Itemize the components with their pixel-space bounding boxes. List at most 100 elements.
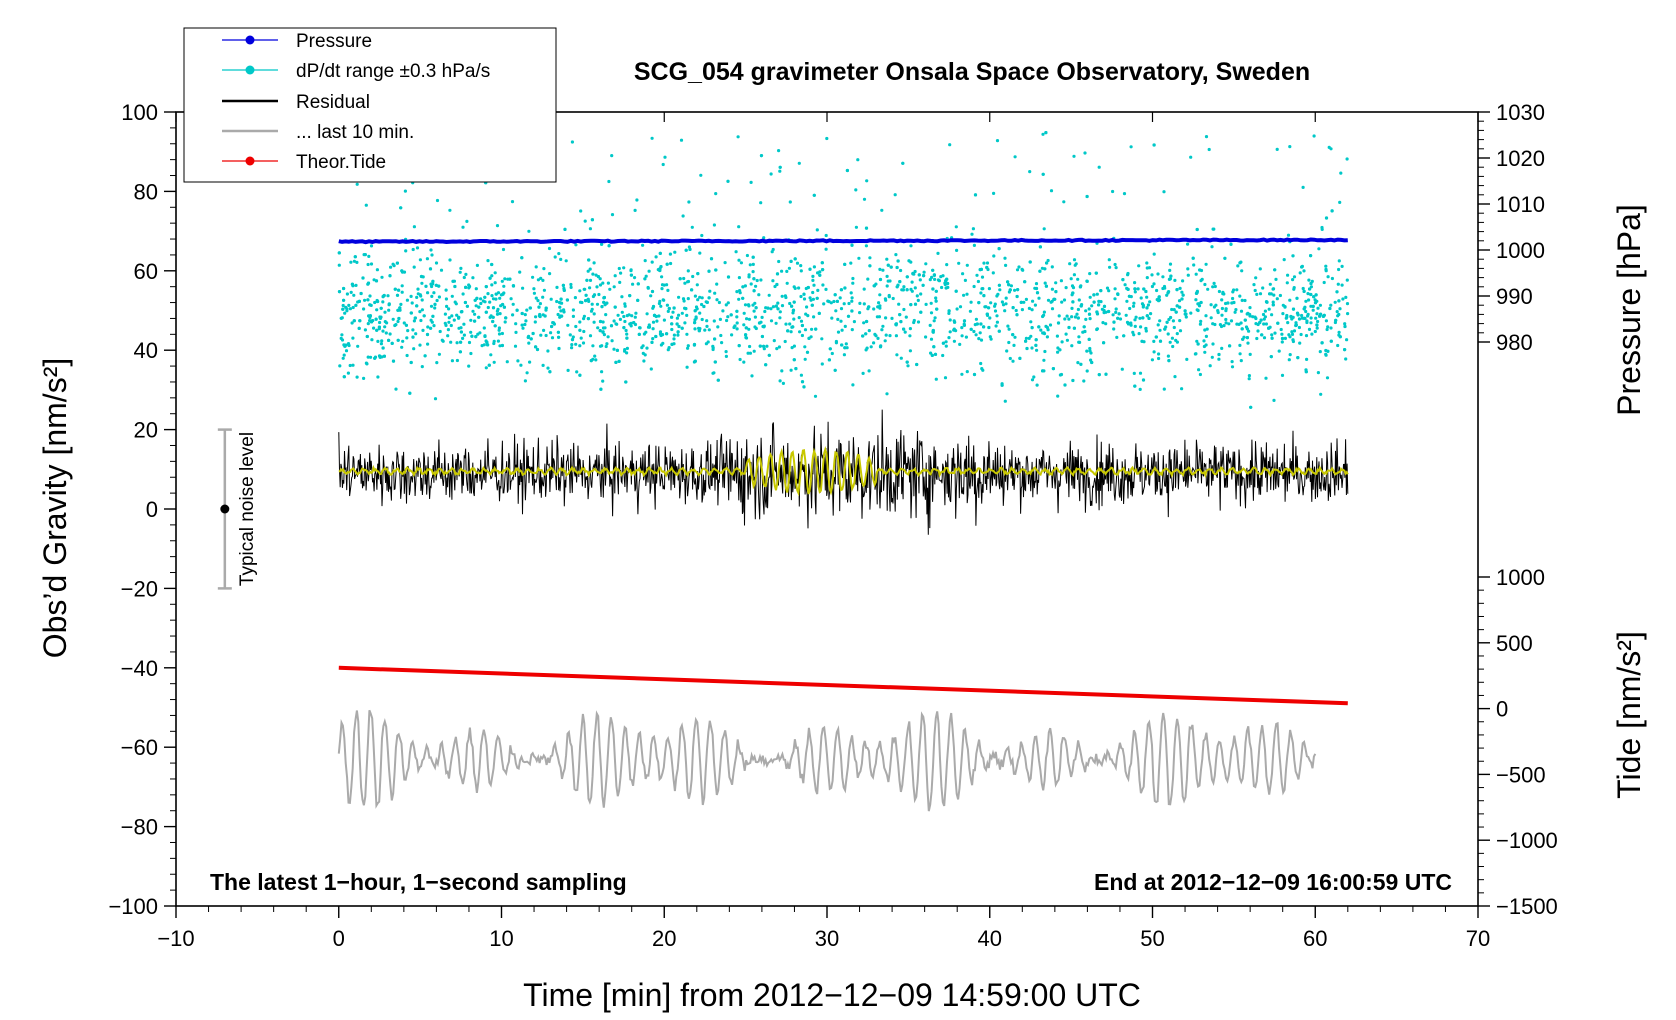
dpdt-point	[612, 347, 616, 351]
dpdt-point	[1000, 383, 1004, 387]
dpdt-point	[1185, 357, 1189, 361]
dpdt-point	[348, 363, 352, 368]
dpdt-point	[503, 320, 507, 324]
dpdt-point	[625, 336, 629, 340]
dpdt-point	[511, 302, 515, 306]
dpdt-point	[1114, 266, 1118, 270]
dpdt-point	[1095, 292, 1099, 296]
dpdt-point	[979, 322, 983, 326]
dpdt-point	[1181, 279, 1185, 283]
dpdt-point	[566, 323, 570, 327]
dpdt-point	[1145, 295, 1149, 299]
dpdt-point	[624, 380, 628, 384]
dpdt-point	[538, 314, 542, 319]
dpdt-point	[985, 265, 989, 270]
dpdt-point	[500, 279, 504, 283]
dpdt-point	[1004, 296, 1008, 300]
dpdt-point	[560, 314, 564, 318]
dpdt-point	[475, 263, 479, 267]
dpdt-point	[822, 302, 826, 306]
dpdt-point	[753, 325, 757, 329]
dpdt-point	[420, 298, 424, 302]
dpdt-point	[682, 276, 686, 281]
dpdt-point	[1133, 318, 1137, 322]
dpdt-point	[1044, 284, 1048, 288]
dpdt-point	[412, 319, 416, 323]
dpdt-point	[1246, 341, 1250, 345]
dpdt-point	[1152, 350, 1156, 354]
dpdt-point	[462, 322, 466, 326]
dpdt-point	[811, 297, 816, 301]
dpdt-point	[601, 330, 605, 334]
dpdt-point	[527, 341, 531, 345]
dpdt-point	[383, 310, 387, 314]
dpdt-point	[672, 333, 677, 337]
dpdt-point	[500, 343, 504, 348]
dpdt-point	[1134, 315, 1138, 319]
y-left-tick-label: −100	[108, 894, 158, 919]
dpdt-point	[774, 304, 778, 308]
dpdt-point	[616, 313, 620, 317]
dpdt-point	[885, 257, 889, 261]
dpdt-point	[909, 303, 913, 307]
dpdt-point	[411, 247, 415, 252]
dpdt-point	[531, 275, 535, 279]
dpdt-point	[705, 319, 709, 323]
dpdt-point	[1227, 322, 1231, 326]
dpdt-point	[484, 285, 488, 289]
dpdt-point	[978, 331, 982, 335]
dpdt-point	[843, 262, 847, 266]
dpdt-point	[820, 362, 824, 366]
dpdt-point	[1307, 278, 1311, 282]
dpdt-point	[350, 321, 354, 325]
dpdt-point	[947, 311, 951, 315]
dpdt-point	[1309, 316, 1313, 320]
dpdt-point	[1258, 321, 1262, 325]
dpdt-point	[771, 279, 775, 283]
dpdt-point	[1322, 280, 1326, 285]
dpdt-point	[1107, 309, 1111, 314]
dpdt-point	[604, 344, 608, 349]
dpdt-point	[1085, 194, 1089, 199]
y-left-tick-label: 20	[134, 418, 158, 443]
dpdt-point	[746, 303, 751, 307]
dpdt-point	[523, 322, 527, 327]
dpdt-point	[1311, 308, 1315, 312]
dpdt-point	[1202, 344, 1206, 349]
y-pressure-tick-label: 1010	[1496, 192, 1545, 217]
dpdt-point	[867, 329, 871, 333]
dpdt-point	[987, 287, 992, 291]
dpdt-point	[470, 334, 474, 338]
dpdt-point	[715, 282, 719, 286]
dpdt-point	[1302, 269, 1306, 273]
dpdt-point	[1309, 285, 1313, 289]
dpdt-point	[1267, 326, 1271, 330]
dpdt-point	[1020, 267, 1024, 271]
dpdt-point	[712, 223, 717, 227]
dpdt-point	[343, 311, 347, 315]
dpdt-point	[767, 293, 771, 297]
dpdt-point	[1024, 297, 1028, 301]
dpdt-point	[625, 346, 630, 350]
dpdt-point	[751, 262, 755, 266]
dpdt-point	[1337, 330, 1341, 334]
dpdt-point	[550, 336, 555, 340]
dpdt-point	[1304, 309, 1308, 314]
dpdt-point	[667, 306, 671, 311]
dpdt-point	[643, 259, 647, 263]
dpdt-point	[1050, 287, 1054, 291]
dpdt-point	[1163, 327, 1167, 331]
y-left-tick-label: 100	[121, 100, 158, 125]
dpdt-point	[433, 397, 438, 401]
dpdt-point	[1324, 216, 1329, 220]
dpdt-point	[486, 305, 490, 310]
dpdt-point	[1248, 306, 1252, 310]
dpdt-point	[707, 328, 711, 332]
dpdt-point	[586, 269, 590, 273]
dpdt-point	[1048, 323, 1053, 327]
dpdt-point	[828, 347, 832, 351]
dpdt-point	[1279, 327, 1283, 332]
dpdt-point	[591, 272, 595, 276]
dpdt-point	[607, 244, 611, 248]
dpdt-point	[864, 332, 868, 336]
